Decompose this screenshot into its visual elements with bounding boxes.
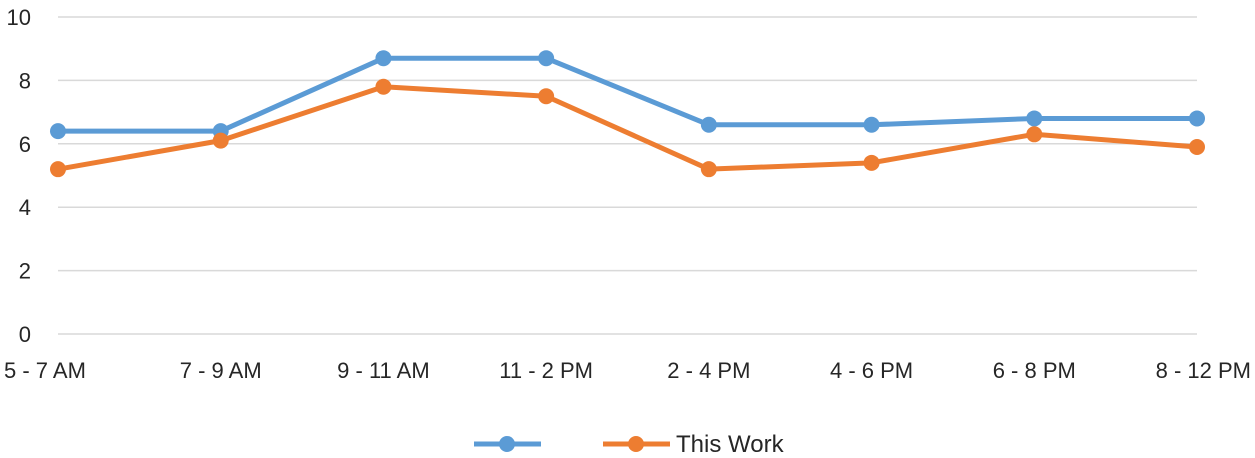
series-line-1 (58, 55, 1197, 134)
data-point (1189, 138, 1205, 155)
data-point (538, 50, 555, 67)
y-tick-label: 8 (19, 68, 31, 93)
x-tick-label: 7 - 9 AM (180, 358, 262, 383)
y-tick-label: 4 (19, 195, 31, 220)
data-point (50, 161, 66, 178)
series-line-2 (57, 84, 1198, 172)
y-tick-label: 10 (7, 5, 31, 30)
data-point (375, 78, 392, 95)
data-point (700, 116, 717, 133)
data-point (1026, 126, 1043, 143)
y-tick-label: 0 (19, 322, 31, 347)
data-point (863, 154, 880, 171)
x-tick-label: 11 - 2 PM (499, 358, 593, 383)
series-layer (50, 50, 1205, 178)
gridlines (58, 16, 1197, 335)
data-point (375, 50, 392, 67)
x-tick-label: 5 - 7 AM (4, 358, 86, 383)
legend-marker-1 (499, 436, 515, 452)
data-point (212, 132, 229, 149)
data-point (538, 88, 555, 105)
data-point (50, 123, 66, 140)
data-point (700, 161, 717, 178)
data-point (1189, 110, 1205, 127)
x-tick-label: 8 - 12 PM (1156, 358, 1251, 383)
legend-marker-2 (628, 436, 644, 452)
legend-item-1 (474, 436, 541, 452)
data-point (1026, 110, 1043, 127)
legend: This Work (474, 431, 785, 458)
x-tick-label: 2 - 4 PM (667, 358, 750, 383)
series-1 (50, 50, 1205, 140)
y-tick-label: 2 (19, 259, 31, 284)
series-2 (50, 78, 1205, 178)
x-axis-ticks: 5 - 7 AM 7 - 9 AM 9 - 11 AM 11 - 2 PM 2 - 4 … (4, 358, 1251, 383)
legend-label-2: This Work (676, 431, 785, 458)
x-tick-label: 6 - 8 PM (993, 358, 1076, 383)
y-axis-ticks: 0 2 4 6 8 10 (7, 5, 31, 347)
y-tick-label: 6 (19, 132, 31, 157)
data-point (863, 116, 880, 133)
x-tick-label: 9 - 11 AM (337, 358, 430, 383)
x-tick-label: 4 - 6 PM (830, 358, 913, 383)
legend-item-2: This Work (603, 431, 785, 458)
